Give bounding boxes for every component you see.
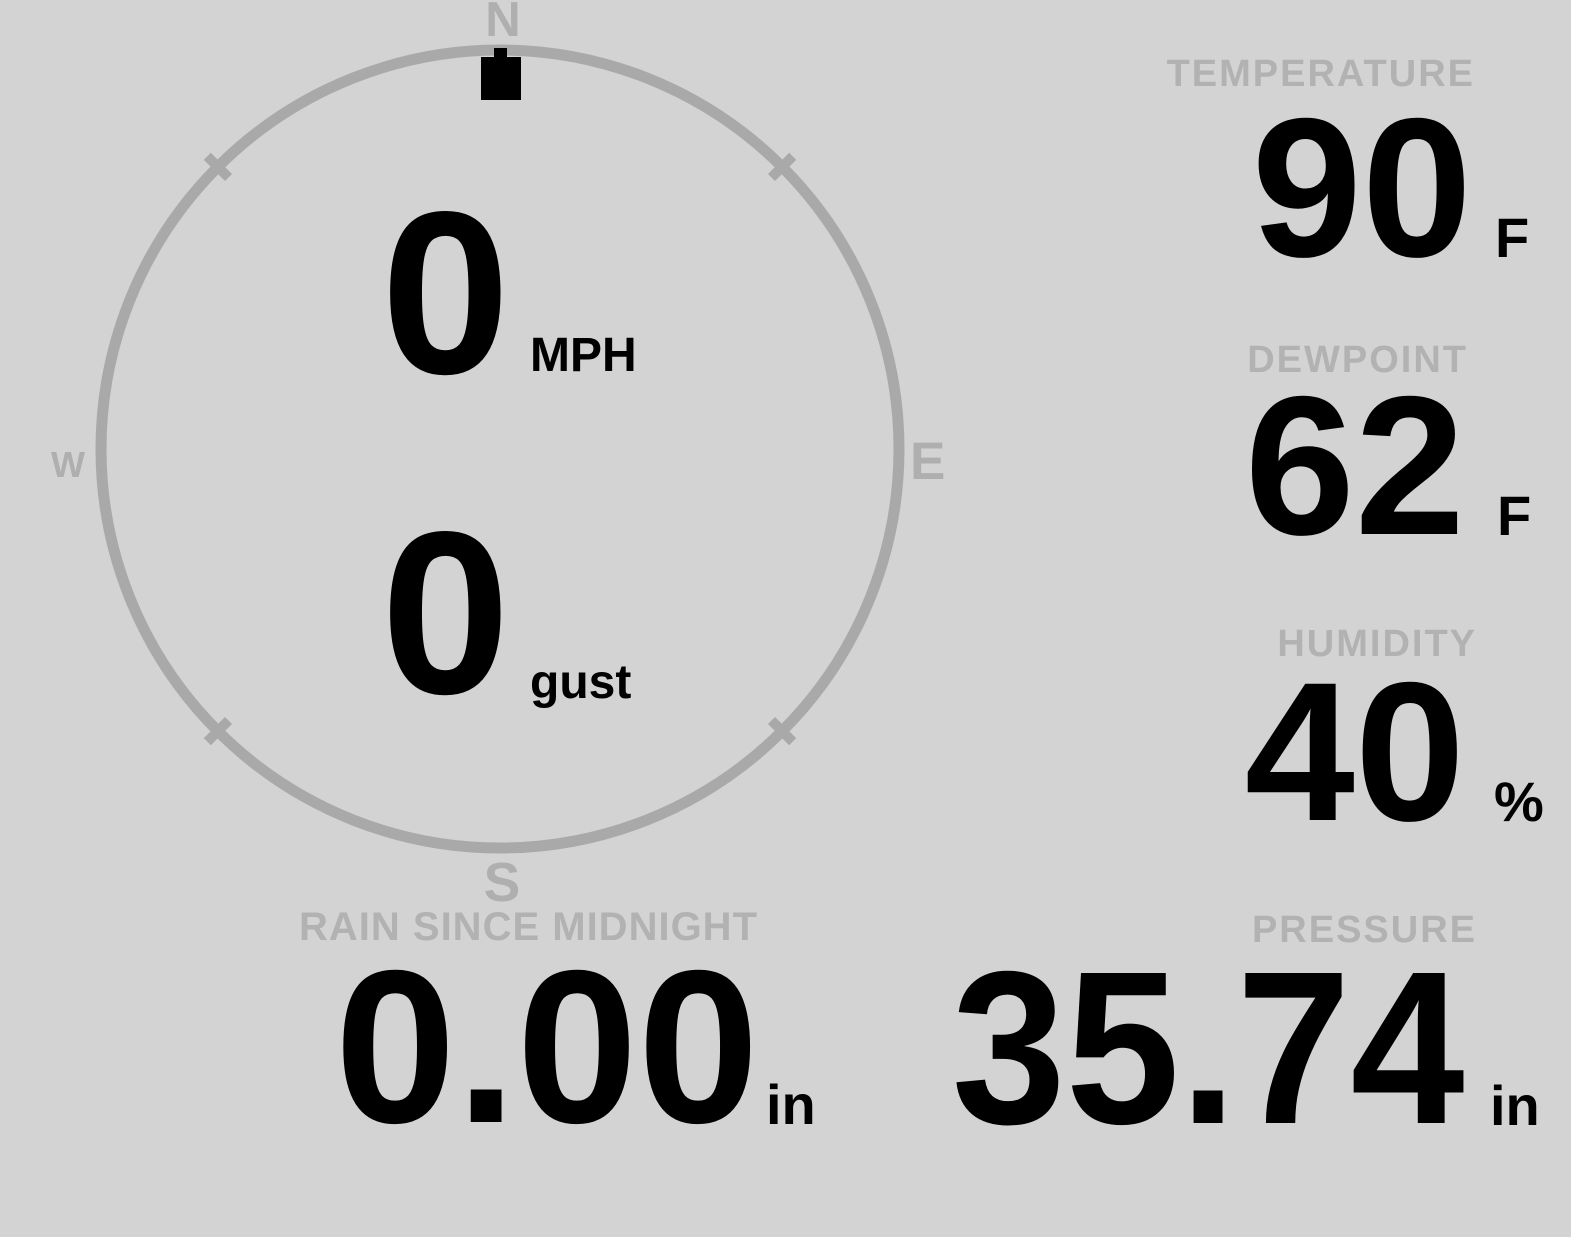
dewpoint-label: DEWPOINT <box>1247 339 1468 381</box>
dewpoint-value: 62 <box>1244 355 1465 576</box>
temperature-label: TEMPERATURE <box>1166 53 1475 95</box>
rain-since-midnight-label: RAIN SINCE MIDNIGHT <box>299 905 758 949</box>
pressure-unit: in <box>1490 1074 1540 1137</box>
wind-direction-marker-icon <box>481 57 521 100</box>
rain-since-midnight-unit: in <box>766 1073 816 1136</box>
wind-speed-value: 0 <box>380 164 510 423</box>
compass-tick-se-icon <box>767 716 797 746</box>
compass-tick-nw-icon <box>203 152 233 182</box>
humidity-value: 40 <box>1244 641 1465 862</box>
wind-gust-unit: gust <box>530 656 632 709</box>
temperature-unit: F <box>1495 206 1530 269</box>
compass-cardinal-north: N <box>485 0 521 47</box>
compass-tick-ne-icon <box>767 152 797 182</box>
humidity-unit: % <box>1494 770 1544 833</box>
compass-cardinal-west: W <box>51 444 85 485</box>
rain-since-midnight-value: 0.00 <box>334 926 759 1169</box>
pressure-label: PRESSURE <box>1251 909 1477 951</box>
compass-cardinal-south: S <box>483 851 521 913</box>
pressure-value: 35.74 <box>952 927 1465 1170</box>
compass-cardinal-east: E <box>910 432 946 491</box>
wind-speed-unit: MPH <box>530 329 637 382</box>
compass-tick-sw-icon <box>203 716 233 746</box>
temperature-value: 90 <box>1251 77 1472 298</box>
dewpoint-unit: F <box>1497 484 1532 547</box>
wind-gust-value: 0 <box>380 484 510 743</box>
humidity-label: HUMIDITY <box>1277 623 1477 665</box>
